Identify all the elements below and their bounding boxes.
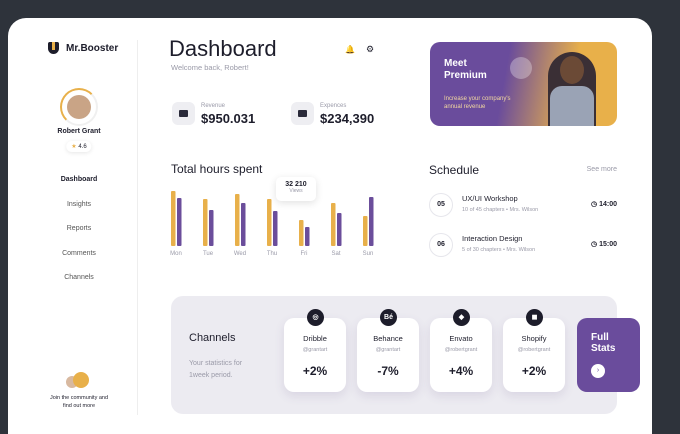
arrow-button[interactable]: › <box>591 364 605 378</box>
see-more[interactable]: See more <box>586 166 617 173</box>
nav-item[interactable]: Reports <box>66 225 92 232</box>
full-stats-card[interactable]: Full Stats › <box>577 318 640 392</box>
schedule-title: Schedule <box>429 163 480 177</box>
brand: Mr.Booster <box>66 43 119 54</box>
bar <box>177 198 182 246</box>
community-avatar <box>73 372 89 388</box>
channel-icon: ◆ <box>453 309 470 326</box>
x-tick-label: Fri <box>301 251 308 257</box>
channel-card[interactable]: ◆ Envato @robertgrant +4% <box>430 309 492 392</box>
x-tick-label: Mon <box>170 251 182 257</box>
bar <box>267 199 272 246</box>
nav-item[interactable]: Channels <box>64 274 94 281</box>
tooltip-value: 32 210 <box>285 181 307 188</box>
dashboard-card: Mr.Booster Robert Grant ★ 4.6 Join the c… <box>8 18 652 434</box>
hours-chart: Mon Tue Wed Thu Fri Sat Sun <box>170 191 374 257</box>
bar <box>209 210 214 246</box>
schedule-date: 05 <box>429 193 453 217</box>
channel-change: -7% <box>377 364 399 378</box>
avatar-ring <box>60 88 98 126</box>
channel-icon: ◼ <box>526 309 543 326</box>
tooltip: 32 210 Views <box>276 177 316 201</box>
logo <box>48 42 59 54</box>
schedule-item-title[interactable]: UX/UI Workshop <box>462 194 518 203</box>
bar <box>273 211 278 246</box>
user-name: Robert Grant <box>57 128 101 135</box>
rating: ★ 4.6 <box>66 141 91 152</box>
promo-person <box>548 52 596 126</box>
channel-name: Dribble <box>303 334 327 343</box>
stat-value: $234,390 <box>320 111 375 126</box>
chart-title: Total hours spent <box>171 162 263 176</box>
settings-icon[interactable]: ⚙ <box>366 44 375 54</box>
bar <box>241 203 246 246</box>
stat-label: Revenue <box>201 103 226 109</box>
channel-handle: @robertgrant <box>444 347 478 353</box>
nav-item[interactable]: Comments <box>62 249 96 257</box>
bar <box>305 227 310 246</box>
bar <box>369 197 374 246</box>
channel-icon: Bé <box>380 309 397 326</box>
stat-icon <box>172 102 195 125</box>
time: 15:00 <box>599 241 617 248</box>
channel-handle: @grantart <box>375 347 401 353</box>
bar <box>235 194 240 246</box>
rating-value: 4.6 <box>78 144 87 150</box>
channel-handle: @grantart <box>302 347 328 353</box>
bar <box>171 191 176 246</box>
promo-banner[interactable]: Meet Premium Increase your company's ann… <box>430 42 617 126</box>
channel-name: Shopify <box>521 334 547 343</box>
channel-change: +2% <box>302 364 328 378</box>
channel-name: Envato <box>449 334 473 343</box>
schedule-item-title[interactable]: Interaction Design <box>462 234 523 243</box>
nav-item[interactable]: Insights <box>66 200 92 208</box>
full-stats: Full Stats <box>591 332 616 354</box>
x-tick-label: Sun <box>363 251 374 257</box>
x-tick-label: Tue <box>203 251 214 257</box>
promo-text: Increase your company's annual revenue <box>444 96 511 110</box>
channel-card[interactable]: Bé Behance @grantart -7% <box>357 309 419 392</box>
stat-label: Expences <box>320 103 347 109</box>
channels-text: Your statistics for 1week period. <box>189 360 243 379</box>
channel-icon: ◎ <box>307 309 324 326</box>
x-tick-label: Wed <box>234 251 246 257</box>
tooltip-label: Views <box>289 188 303 194</box>
channel-name: Behance <box>373 334 403 343</box>
bar <box>203 199 208 246</box>
play-button[interactable] <box>510 57 532 79</box>
schedule-date: 06 <box>429 233 453 257</box>
page-title: Dashboard <box>169 36 277 61</box>
schedule-time: ◷ 15:00 <box>591 241 617 248</box>
stat-icon <box>291 102 314 125</box>
bar <box>363 216 368 246</box>
bar <box>299 220 304 246</box>
promo-title: Meet Premium <box>444 58 487 81</box>
schedule-meta: 5 of 30 chapters • Mrs. Wilson <box>462 247 536 253</box>
channel-handle: @robertgrant <box>517 347 551 353</box>
channel-card[interactable]: ◎ Dribble @grantart +2% <box>284 309 346 392</box>
x-tick-label: Thu <box>267 251 277 257</box>
community-text[interactable]: Join the community and find out more <box>49 395 109 409</box>
x-tick-label: Sat <box>331 251 340 257</box>
divider <box>137 40 138 415</box>
channel-change: +4% <box>448 364 474 378</box>
bar <box>331 203 336 246</box>
schedule-meta: 10 of 45 chapters • Mrs. Wilson <box>462 207 539 213</box>
channels-title: Channels <box>189 332 236 344</box>
schedule-time: ◷ 14:00 <box>591 201 617 208</box>
channel-change: +2% <box>521 364 547 378</box>
stat-value: $950.031 <box>201 111 256 126</box>
subtitle: Welcome back, Robert! <box>171 63 249 72</box>
bell-icon[interactable]: 🔔 <box>345 45 355 54</box>
channel-card[interactable]: ◼ Shopify @robertgrant +2% <box>503 309 565 392</box>
bar <box>337 213 342 246</box>
time: 14:00 <box>599 201 617 208</box>
nav-item[interactable]: Dashboard <box>60 176 98 183</box>
